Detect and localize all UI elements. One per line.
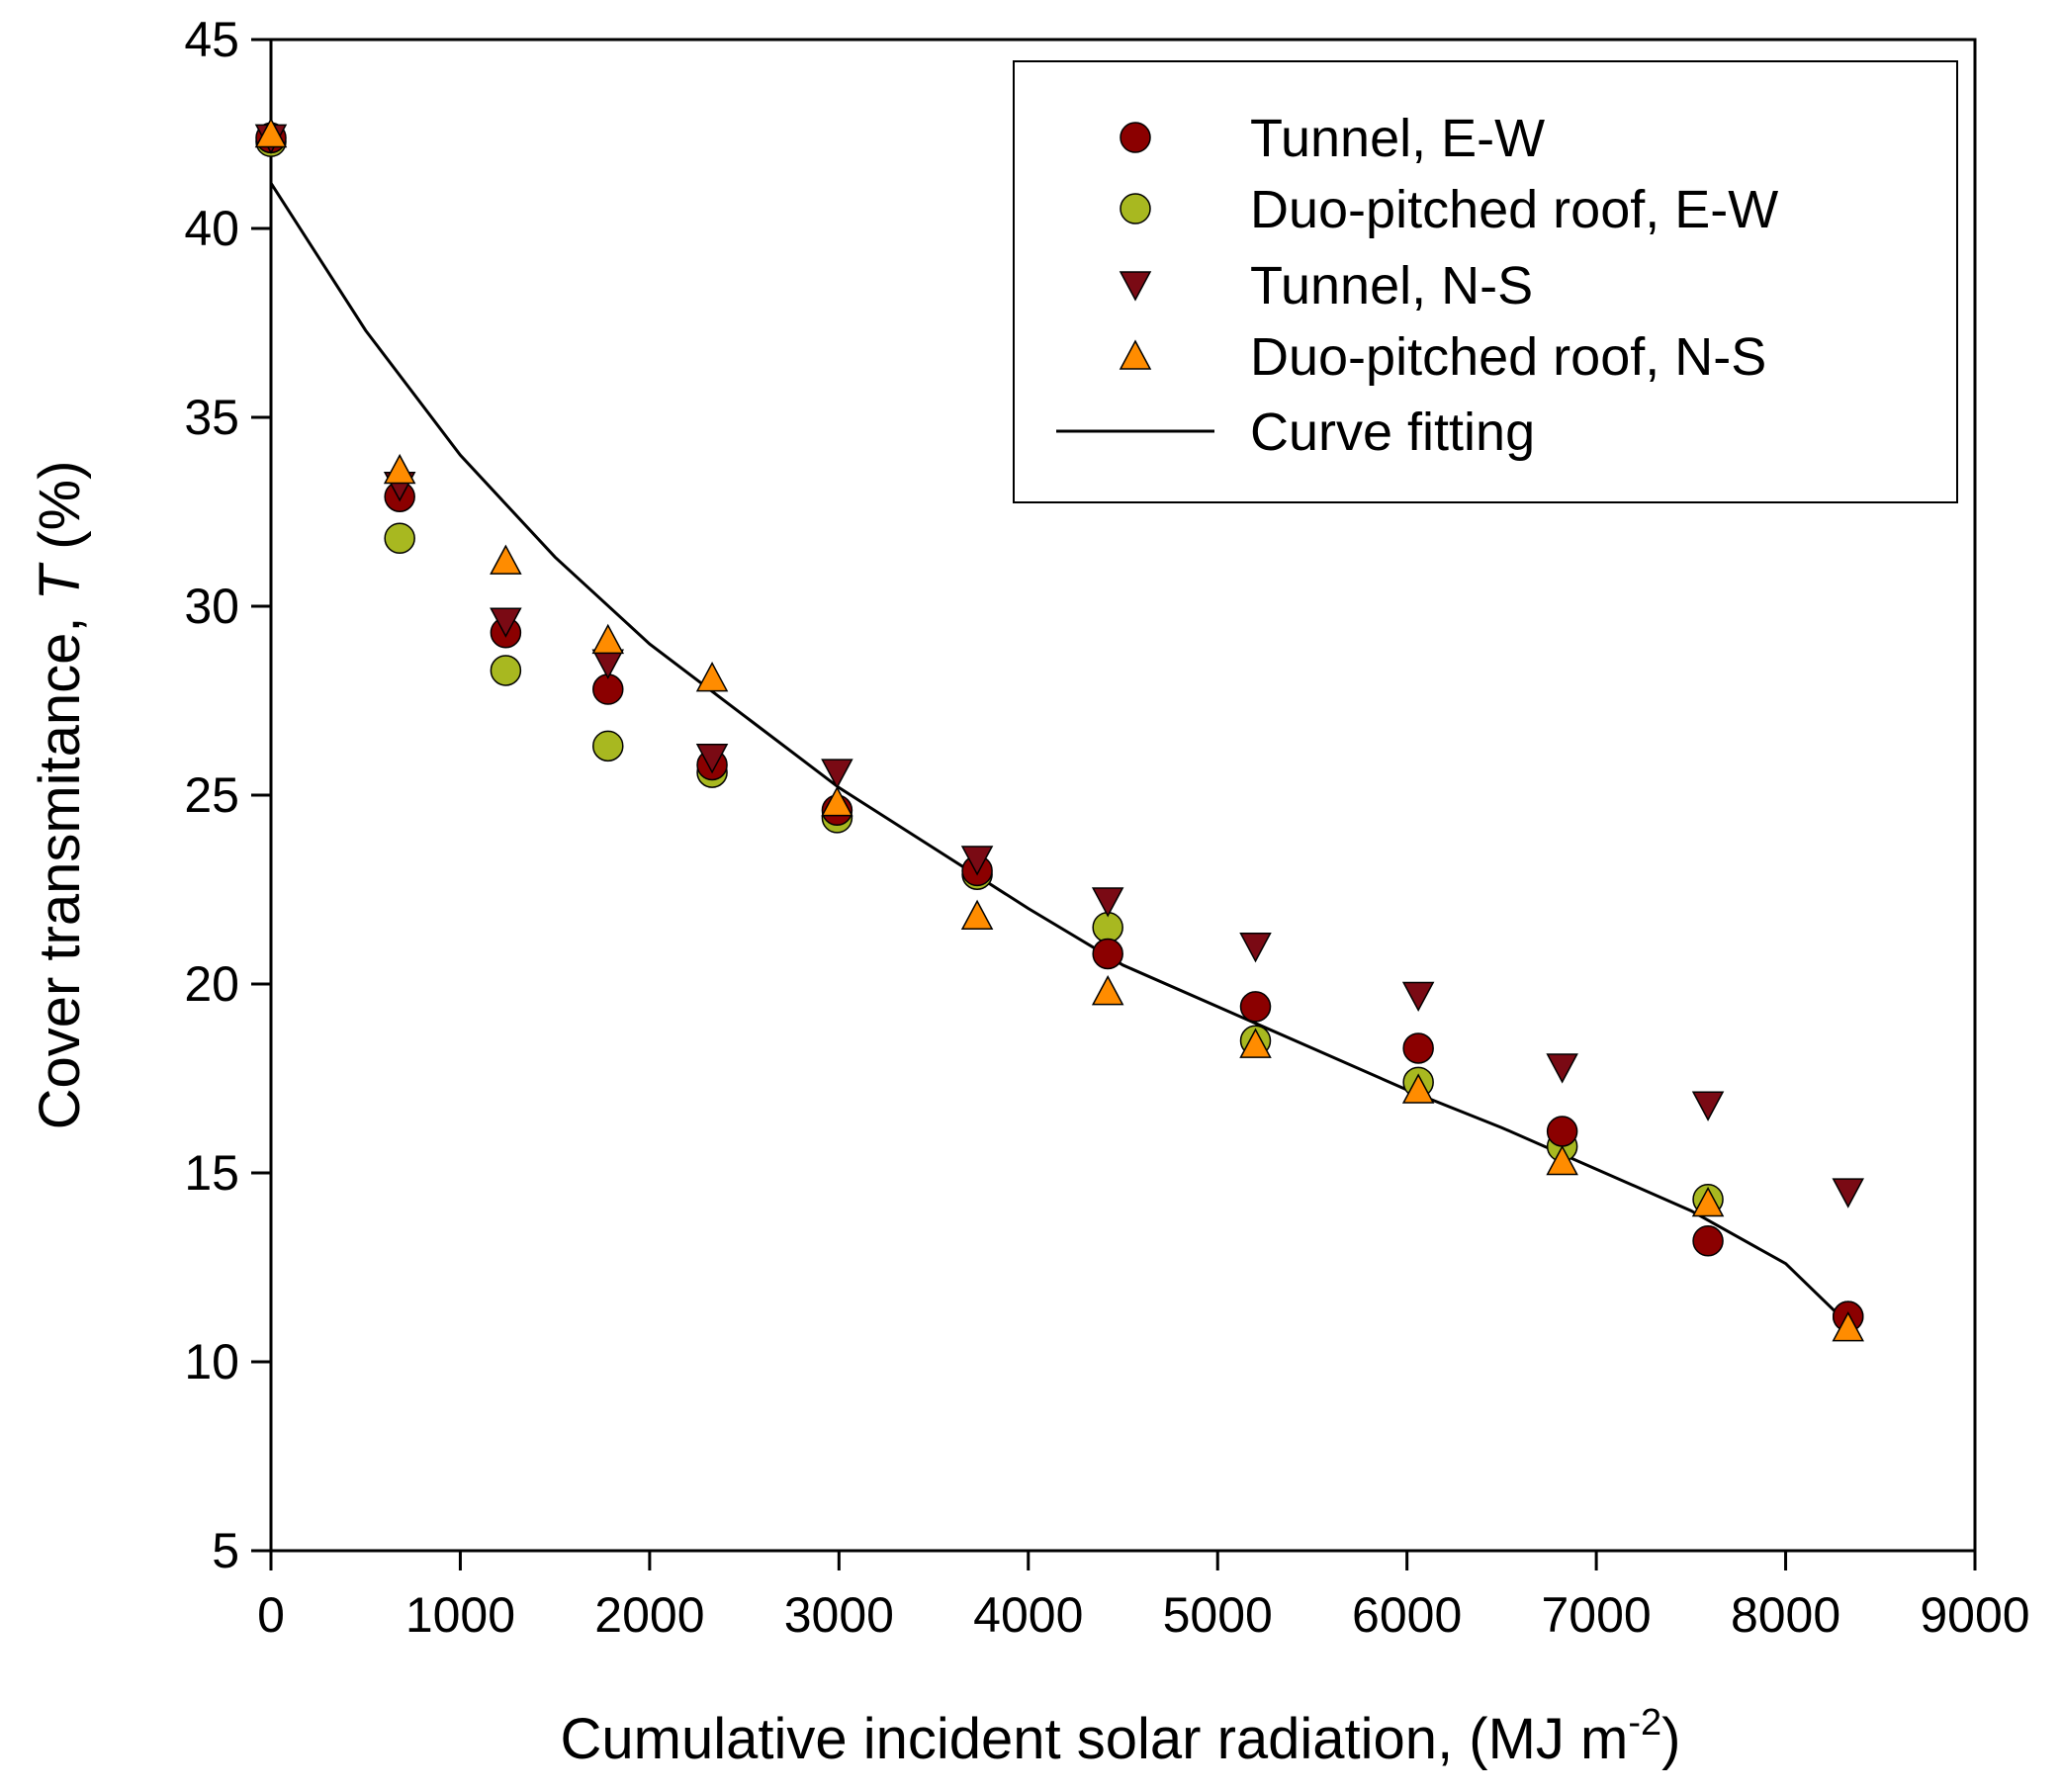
legend-marker-circle	[1120, 193, 1151, 224]
data-point-triangle-up	[960, 899, 994, 930]
y-tick-label: 20	[184, 956, 239, 1012]
data-point-triangle-down	[695, 744, 729, 774]
x-axis-title: Cumulative incident solar radiation, (MJ…	[561, 1702, 1681, 1771]
legend: Tunnel, E-W Duo-pitched roof, E-W Tunnel, …	[1013, 60, 1958, 503]
y-tick-label: 30	[184, 579, 239, 634]
legend-label: Duo-pitched roof, E-W	[1250, 180, 1778, 239]
data-point-triangle-up	[490, 544, 522, 575]
data-point-triangle-up	[1691, 1186, 1725, 1217]
legend-label: Tunnel, N-S	[1250, 256, 1533, 315]
y-axis-title: Cover transmitance, T (%)	[28, 461, 92, 1130]
legend-marker-circle	[1120, 122, 1151, 153]
data-point-triangle-down	[821, 759, 853, 789]
data-point-triangle-up	[695, 661, 729, 692]
data-point-triangle-up	[591, 623, 625, 655]
data-point-triangle-up	[1546, 1144, 1578, 1176]
x-tick-label: 1000	[405, 1587, 515, 1643]
data-point-circle	[1692, 1225, 1724, 1257]
data-point-triangle-up	[1401, 1073, 1435, 1104]
data-point-triangle-up	[383, 453, 416, 485]
legend-label: Duo-pitched roof, N-S	[1250, 327, 1766, 387]
y-axis: 5 10 15 20 25 30 35 40 45	[184, 12, 271, 1578]
y-tick-label: 35	[184, 390, 239, 445]
data-point-triangle-down	[1832, 1178, 1864, 1209]
data-point-triangle-down	[1091, 887, 1124, 918]
y-tick-label: 15	[184, 1145, 239, 1201]
x-tick-label: 8000	[1731, 1587, 1840, 1643]
data-point-circle	[1092, 938, 1123, 970]
data-point-triangle-up	[1091, 975, 1124, 1006]
x-tick-label: 7000	[1541, 1587, 1651, 1643]
legend-box	[1013, 60, 1958, 503]
legend-marker-triangle-up	[1119, 339, 1152, 370]
legend-marker-triangle-down	[1119, 271, 1152, 302]
legend-label: Curve fitting	[1250, 403, 1535, 462]
data-point-circle	[490, 655, 522, 686]
data-point-circle	[592, 730, 624, 762]
points-layer	[254, 117, 1864, 1342]
x-tick-label: 0	[257, 1587, 285, 1643]
x-tick-label: 4000	[973, 1587, 1083, 1643]
x-tick-label: 2000	[594, 1587, 704, 1643]
x-tick-label: 5000	[1163, 1587, 1273, 1643]
data-point-triangle-down	[960, 846, 994, 876]
data-point-triangle-up	[821, 786, 853, 817]
x-axis: 0 1000 2000 3000 4000 5000 6000 7000 8000 9000	[257, 1551, 2030, 1643]
data-point-circle	[1239, 991, 1272, 1023]
data-point-triangle-up	[1239, 1028, 1272, 1058]
data-point-circle	[1546, 1116, 1578, 1147]
data-point-triangle-down	[490, 607, 522, 638]
data-point-triangle-down	[591, 649, 625, 679]
x-tick-label: 6000	[1352, 1587, 1462, 1643]
y-tick-label: 5	[212, 1523, 239, 1578]
y-tick-label: 10	[184, 1334, 239, 1389]
data-point-triangle-down	[1239, 933, 1272, 963]
y-tick-label: 40	[184, 201, 239, 256]
data-point-circle	[384, 522, 415, 554]
y-tick-label: 45	[184, 12, 239, 67]
x-tick-label: 9000	[1920, 1587, 2029, 1643]
legend-label: Tunnel, E-W	[1250, 109, 1545, 168]
fit-curve	[269, 182, 1849, 1325]
data-point-triangle-up	[1832, 1311, 1864, 1342]
fit-layer	[269, 182, 1849, 1325]
data-point-triangle-up	[254, 117, 288, 148]
data-point-triangle-down	[1401, 981, 1435, 1013]
data-point-triangle-down	[1546, 1053, 1578, 1084]
y-tick-label: 25	[184, 767, 239, 823]
x-tick-label: 3000	[784, 1587, 894, 1643]
data-point-triangle-down	[1691, 1091, 1725, 1121]
data-point-circle	[1402, 1032, 1434, 1064]
